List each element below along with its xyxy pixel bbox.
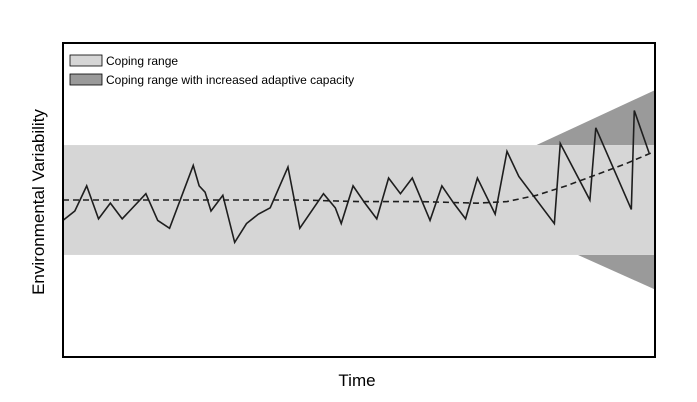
increased-capacity-upper-area xyxy=(536,90,655,146)
plot-area xyxy=(62,42,656,358)
legend-swatch-coping-range xyxy=(69,54,103,67)
legend-swatch-increased-capacity xyxy=(69,73,103,86)
legend: Coping range Coping range with increased… xyxy=(69,54,354,87)
legend-label-increased-capacity: Coping range with increased adaptive cap… xyxy=(106,73,354,87)
y-axis-label: Environmental Variability xyxy=(29,109,48,295)
coping-range-band xyxy=(63,145,655,255)
increased-capacity-lower-area xyxy=(578,254,655,290)
trend-line xyxy=(63,150,656,204)
legend-label-coping-range: Coping range xyxy=(106,54,178,68)
plot-frame xyxy=(62,42,656,358)
variability-line xyxy=(62,110,650,245)
x-axis-label: Time xyxy=(338,371,375,390)
